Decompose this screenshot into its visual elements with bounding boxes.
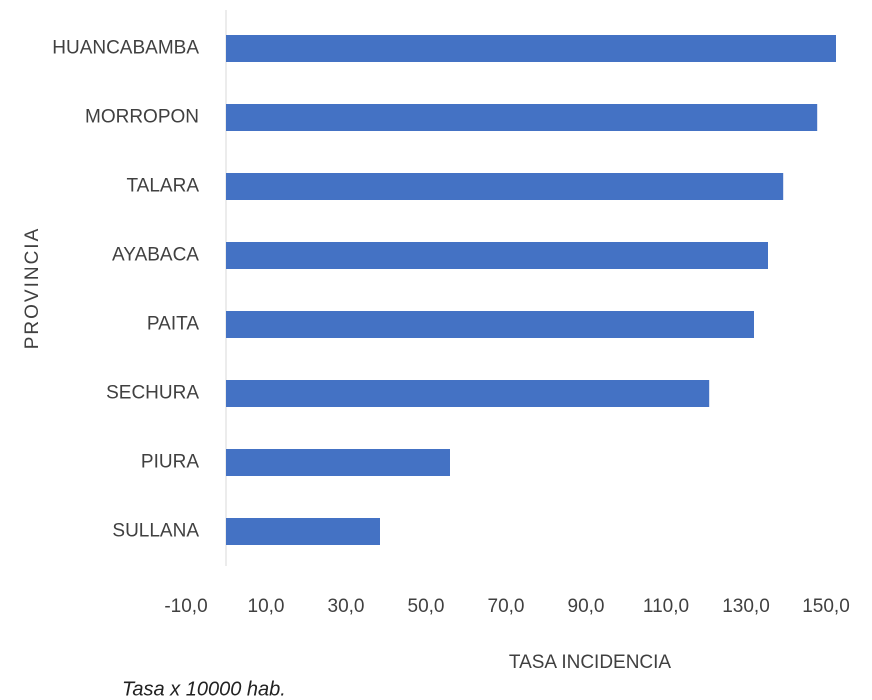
footnote: Tasa x 10000 hab. bbox=[122, 678, 286, 700]
bar bbox=[226, 242, 768, 269]
x-axis-title: TASA INCIDENCIA bbox=[509, 652, 672, 673]
y-tick-label: SECHURA bbox=[106, 383, 199, 404]
bar bbox=[226, 518, 380, 545]
y-tick-label: TALARA bbox=[126, 176, 199, 197]
x-tick-label: 130,0 bbox=[722, 596, 770, 617]
y-tick-label: HUANCABAMBA bbox=[52, 38, 199, 59]
bar bbox=[226, 380, 710, 407]
bar bbox=[226, 311, 754, 338]
y-tick-label: AYABACA bbox=[112, 245, 199, 266]
bar bbox=[226, 449, 450, 476]
x-tick-label: 90,0 bbox=[568, 596, 605, 617]
bar bbox=[226, 35, 836, 62]
x-tick-label: 50,0 bbox=[408, 596, 445, 617]
y-tick-label: PAITA bbox=[147, 314, 199, 335]
y-tick-label: PIURA bbox=[141, 452, 199, 473]
x-tick-label: 10,0 bbox=[248, 596, 285, 617]
y-axis-title: PROVINCIA bbox=[22, 227, 43, 350]
x-tick-label: -10,0 bbox=[164, 596, 207, 617]
y-tick-label: SULLANA bbox=[112, 521, 199, 542]
bar bbox=[226, 173, 784, 200]
x-tick-label: 70,0 bbox=[488, 596, 525, 617]
bar bbox=[226, 104, 818, 131]
x-tick-label: 110,0 bbox=[643, 596, 689, 617]
x-tick-label: 150,0 bbox=[802, 596, 850, 617]
y-tick-label: MORROPON bbox=[85, 107, 199, 128]
x-tick-label: 30,0 bbox=[328, 596, 365, 617]
